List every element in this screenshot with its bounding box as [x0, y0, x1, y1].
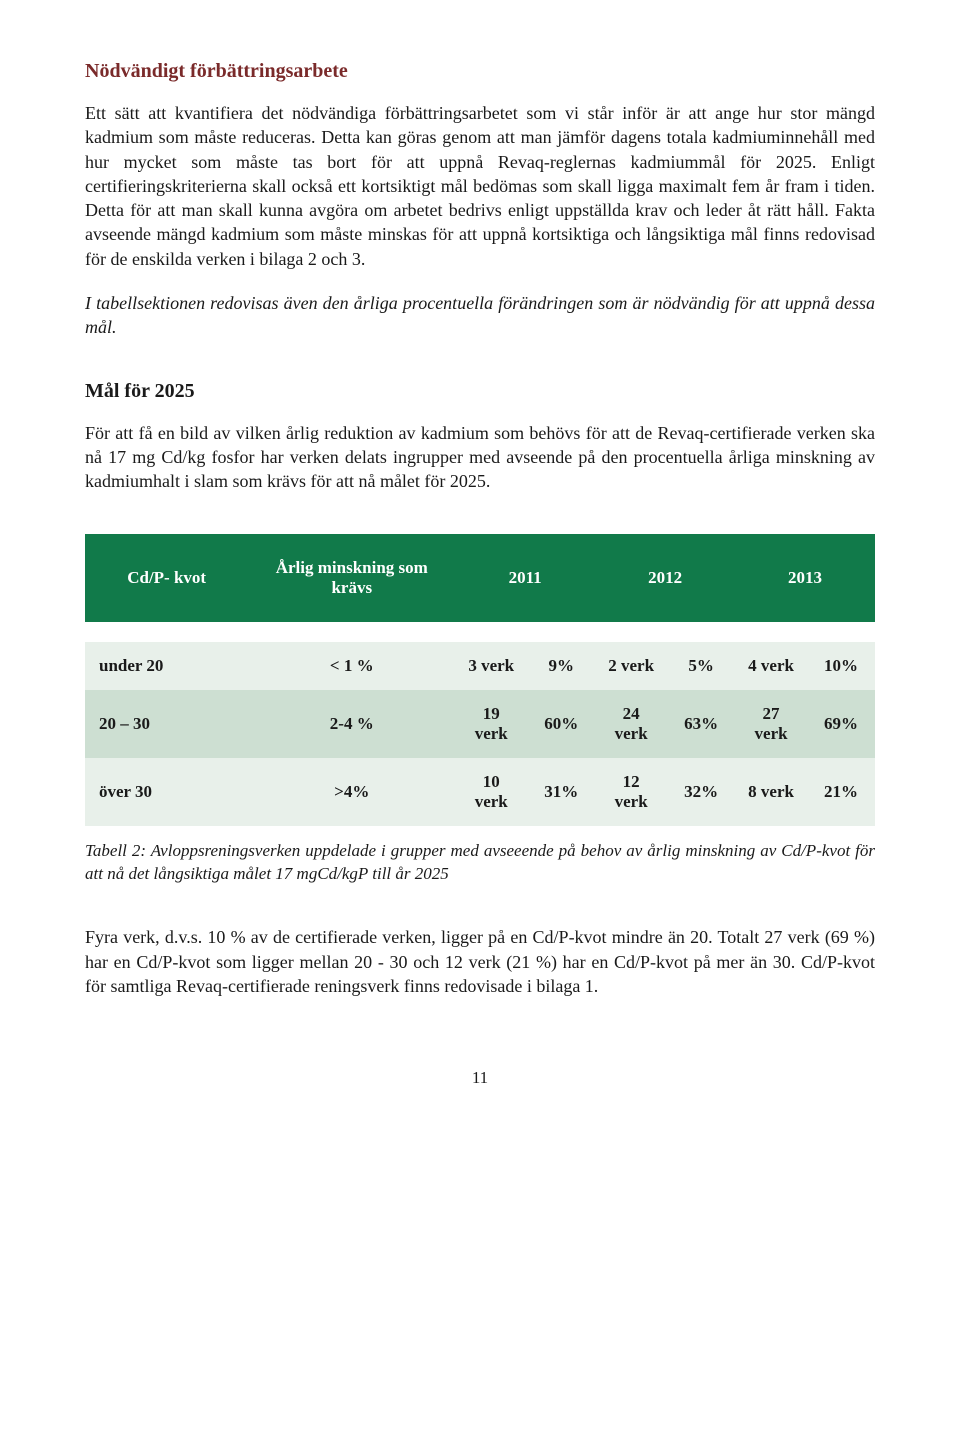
table-cell: >4% [248, 758, 455, 826]
table-cell: 63% [667, 690, 735, 758]
table-cell: 19 verk [455, 690, 527, 758]
th-2011: 2011 [455, 534, 595, 622]
th-2012: 2012 [595, 534, 735, 622]
section-heading-2: Mål för 2025 [85, 380, 875, 403]
table-cell: 27 verk [735, 690, 807, 758]
table-cell: 9% [527, 642, 595, 690]
table-row: över 30>4%10 verk31%12 verk32%8 verk21% [85, 758, 875, 826]
table-cell: 20 – 30 [85, 690, 248, 758]
table-cell: 3 verk [455, 642, 527, 690]
table-body: under 20< 1 %3 verk9%2 verk5%4 verk10%20… [85, 622, 875, 826]
section-heading-1: Nödvändigt förbättringsarbete [85, 60, 875, 83]
table-gap-row [85, 622, 875, 642]
table-cell: 5% [667, 642, 735, 690]
gap-cell [85, 622, 875, 642]
table-header-row: Cd/P- kvot Årlig minskning som krävs 201… [85, 534, 875, 622]
data-table-wrapper: Cd/P- kvot Årlig minskning som krävs 201… [85, 534, 875, 826]
paragraph-3: För att få en bild av vilken årlig reduk… [85, 421, 875, 494]
th-reduction: Årlig minskning som krävs [248, 534, 455, 622]
table-cell: 31% [527, 758, 595, 826]
table-caption: Tabell 2: Avloppsreningsverken uppdelade… [85, 840, 875, 886]
table-cell: över 30 [85, 758, 248, 826]
table-row: 20 – 302-4 %19 verk60%24 verk63%27 verk6… [85, 690, 875, 758]
table-cell: 12 verk [595, 758, 667, 826]
page-number: 11 [85, 1068, 875, 1088]
th-cdp: Cd/P- kvot [85, 534, 248, 622]
paragraph-2-italic: I tabellsektionen redovisas även den årl… [85, 291, 875, 340]
table-cell: < 1 % [248, 642, 455, 690]
table-cell: 4 verk [735, 642, 807, 690]
table-cell: under 20 [85, 642, 248, 690]
table-row: under 20< 1 %3 verk9%2 verk5%4 verk10% [85, 642, 875, 690]
table-cell: 8 verk [735, 758, 807, 826]
table-cell: 21% [807, 758, 875, 826]
table-cell: 2-4 % [248, 690, 455, 758]
paragraph-1: Ett sätt att kvantifiera det nödvändiga … [85, 101, 875, 271]
table-cell: 60% [527, 690, 595, 758]
table-cell: 32% [667, 758, 735, 826]
table-cell: 10% [807, 642, 875, 690]
table-head: Cd/P- kvot Årlig minskning som krävs 201… [85, 534, 875, 622]
table-cell: 69% [807, 690, 875, 758]
table-cell: 10 verk [455, 758, 527, 826]
th-2013: 2013 [735, 534, 875, 622]
paragraph-4: Fyra verk, d.v.s. 10 % av de certifierad… [85, 925, 875, 998]
table-cell: 2 verk [595, 642, 667, 690]
table-cell: 24 verk [595, 690, 667, 758]
cd-p-table: Cd/P- kvot Årlig minskning som krävs 201… [85, 534, 875, 826]
